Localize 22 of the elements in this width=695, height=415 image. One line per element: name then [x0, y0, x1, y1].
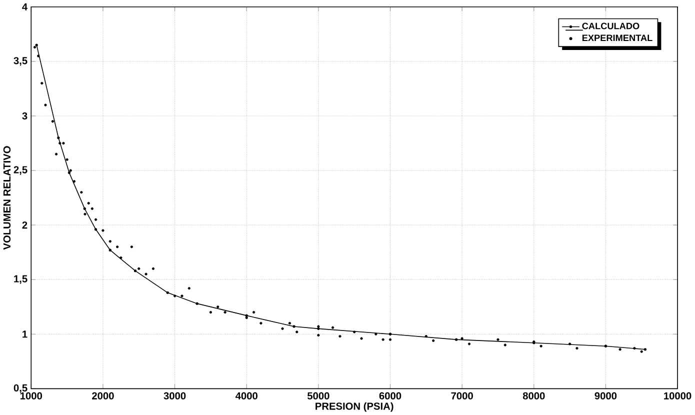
x-tick-label: 10000 — [664, 392, 692, 400]
y-tick-label: 2 — [22, 221, 28, 228]
x-axis-title: PRESION (PSIA) — [316, 402, 394, 412]
y-tick-label: 1 — [22, 330, 28, 338]
y-tick-label: 3,5 — [14, 57, 28, 66]
y-tick-label: 2,5 — [14, 166, 28, 175]
legend-label: EXPERIMENTAL — [582, 34, 652, 41]
x-tick-label: 9000 — [594, 392, 617, 400]
x-tick-label: 3000 — [164, 392, 186, 400]
y-tick-label: 4 — [22, 3, 28, 10]
y-axis-title: VOLUMEN RELATIVO — [3, 146, 11, 250]
y-tick-label: 3 — [22, 112, 28, 120]
x-tick-label: 7000 — [451, 392, 473, 400]
x-tick-label: 8000 — [522, 392, 545, 400]
x-tick-label: 4000 — [235, 392, 258, 400]
x-tick-label: 5000 — [307, 392, 330, 400]
x-tick-label: 2000 — [92, 392, 114, 400]
y-tick-label: 0,5 — [14, 384, 28, 393]
legend-label: CALCULADO — [582, 22, 640, 30]
y-tick-label: 1,5 — [14, 275, 28, 284]
x-tick-label: 6000 — [379, 392, 402, 400]
x-tick-label: 1000 — [20, 392, 42, 400]
